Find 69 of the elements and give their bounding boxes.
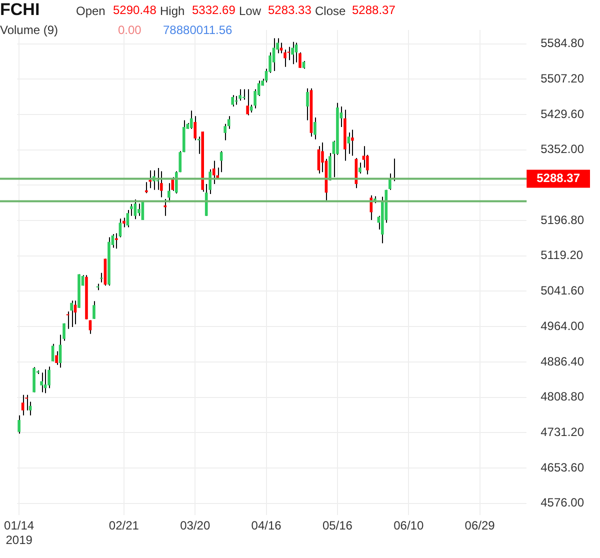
candlestick xyxy=(48,366,50,389)
candlestick xyxy=(242,88,246,100)
y-tick-label: 4964.00 xyxy=(540,318,584,333)
text: Close xyxy=(315,3,346,19)
candlestick xyxy=(118,218,122,238)
candlestick xyxy=(358,162,362,174)
candlestick xyxy=(164,198,167,216)
candlestick xyxy=(115,232,118,250)
candlestick xyxy=(388,173,392,190)
candlestick xyxy=(55,350,58,366)
candlestick xyxy=(190,110,193,130)
candlestick xyxy=(145,182,148,194)
candlestick xyxy=(70,300,73,328)
candlestick xyxy=(92,300,96,320)
candlestick xyxy=(246,88,249,116)
candlestick xyxy=(224,123,226,141)
candlestick xyxy=(231,94,234,108)
candlestick xyxy=(40,372,43,393)
x-tick-label: 01/14 2019 xyxy=(4,518,34,548)
candlestick xyxy=(21,394,24,416)
y-tick-label: 5584.80 xyxy=(540,36,584,50)
candlestick xyxy=(156,168,160,190)
y-tick-label: 4653.60 xyxy=(540,460,584,474)
candlestick xyxy=(66,311,70,330)
y-tick-label: 4576.00 xyxy=(540,496,584,510)
text: 5290.48 xyxy=(113,2,156,18)
ref-line-label: 5288.37 xyxy=(536,171,580,186)
candlestick xyxy=(362,146,366,168)
y-tick-label: 5429.60 xyxy=(540,106,584,121)
x-tick-label: 02/21 xyxy=(108,518,140,533)
y-tick-label: 5507.20 xyxy=(540,71,584,86)
y-tick-label: 5041.60 xyxy=(540,284,584,298)
candlestick xyxy=(294,42,298,63)
candlestick xyxy=(347,132,350,154)
text: 5332.69 xyxy=(192,2,236,18)
text: Open xyxy=(76,3,106,19)
candlestick xyxy=(220,150,223,173)
y-tick-label: 4808.80 xyxy=(540,390,584,404)
annotation: Volume (9) xyxy=(0,22,58,38)
candlestick xyxy=(138,203,140,216)
candlestick xyxy=(238,88,242,102)
candlestick xyxy=(351,129,354,156)
y-tick-label: 5119.20 xyxy=(540,248,584,262)
annotation: 0.00 xyxy=(118,22,142,38)
annotation: 78880011.56 xyxy=(163,22,232,38)
x-tick-label: 06/29 xyxy=(464,518,496,533)
candlestick xyxy=(306,88,309,121)
x-tick-label: 04/16 xyxy=(251,518,282,533)
text: Low xyxy=(239,3,262,19)
candlestick xyxy=(130,204,133,216)
x-tick-label: 03/20 xyxy=(180,518,210,533)
candlestick xyxy=(74,300,77,325)
x-tick-label: 06/10 xyxy=(394,518,424,533)
y-tick-label: 5352.00 xyxy=(540,142,584,156)
candlestick xyxy=(126,209,130,228)
x-tick-label: 05/16 xyxy=(322,518,353,533)
text: 5288.37 xyxy=(352,2,396,18)
candlestick xyxy=(18,414,20,434)
text: High xyxy=(160,3,185,19)
candlestick xyxy=(134,198,137,220)
candlestick xyxy=(100,272,103,283)
y-tick-label: 4731.20 xyxy=(540,424,584,439)
y-tick-label: 5196.80 xyxy=(540,212,584,227)
y-tick-label: 4886.40 xyxy=(540,354,584,368)
candlestick xyxy=(291,41,294,65)
candlestick xyxy=(160,170,163,198)
text: 5283.33 xyxy=(268,2,312,18)
candlestick xyxy=(167,182,170,203)
chart-title: FCHI xyxy=(0,0,40,20)
